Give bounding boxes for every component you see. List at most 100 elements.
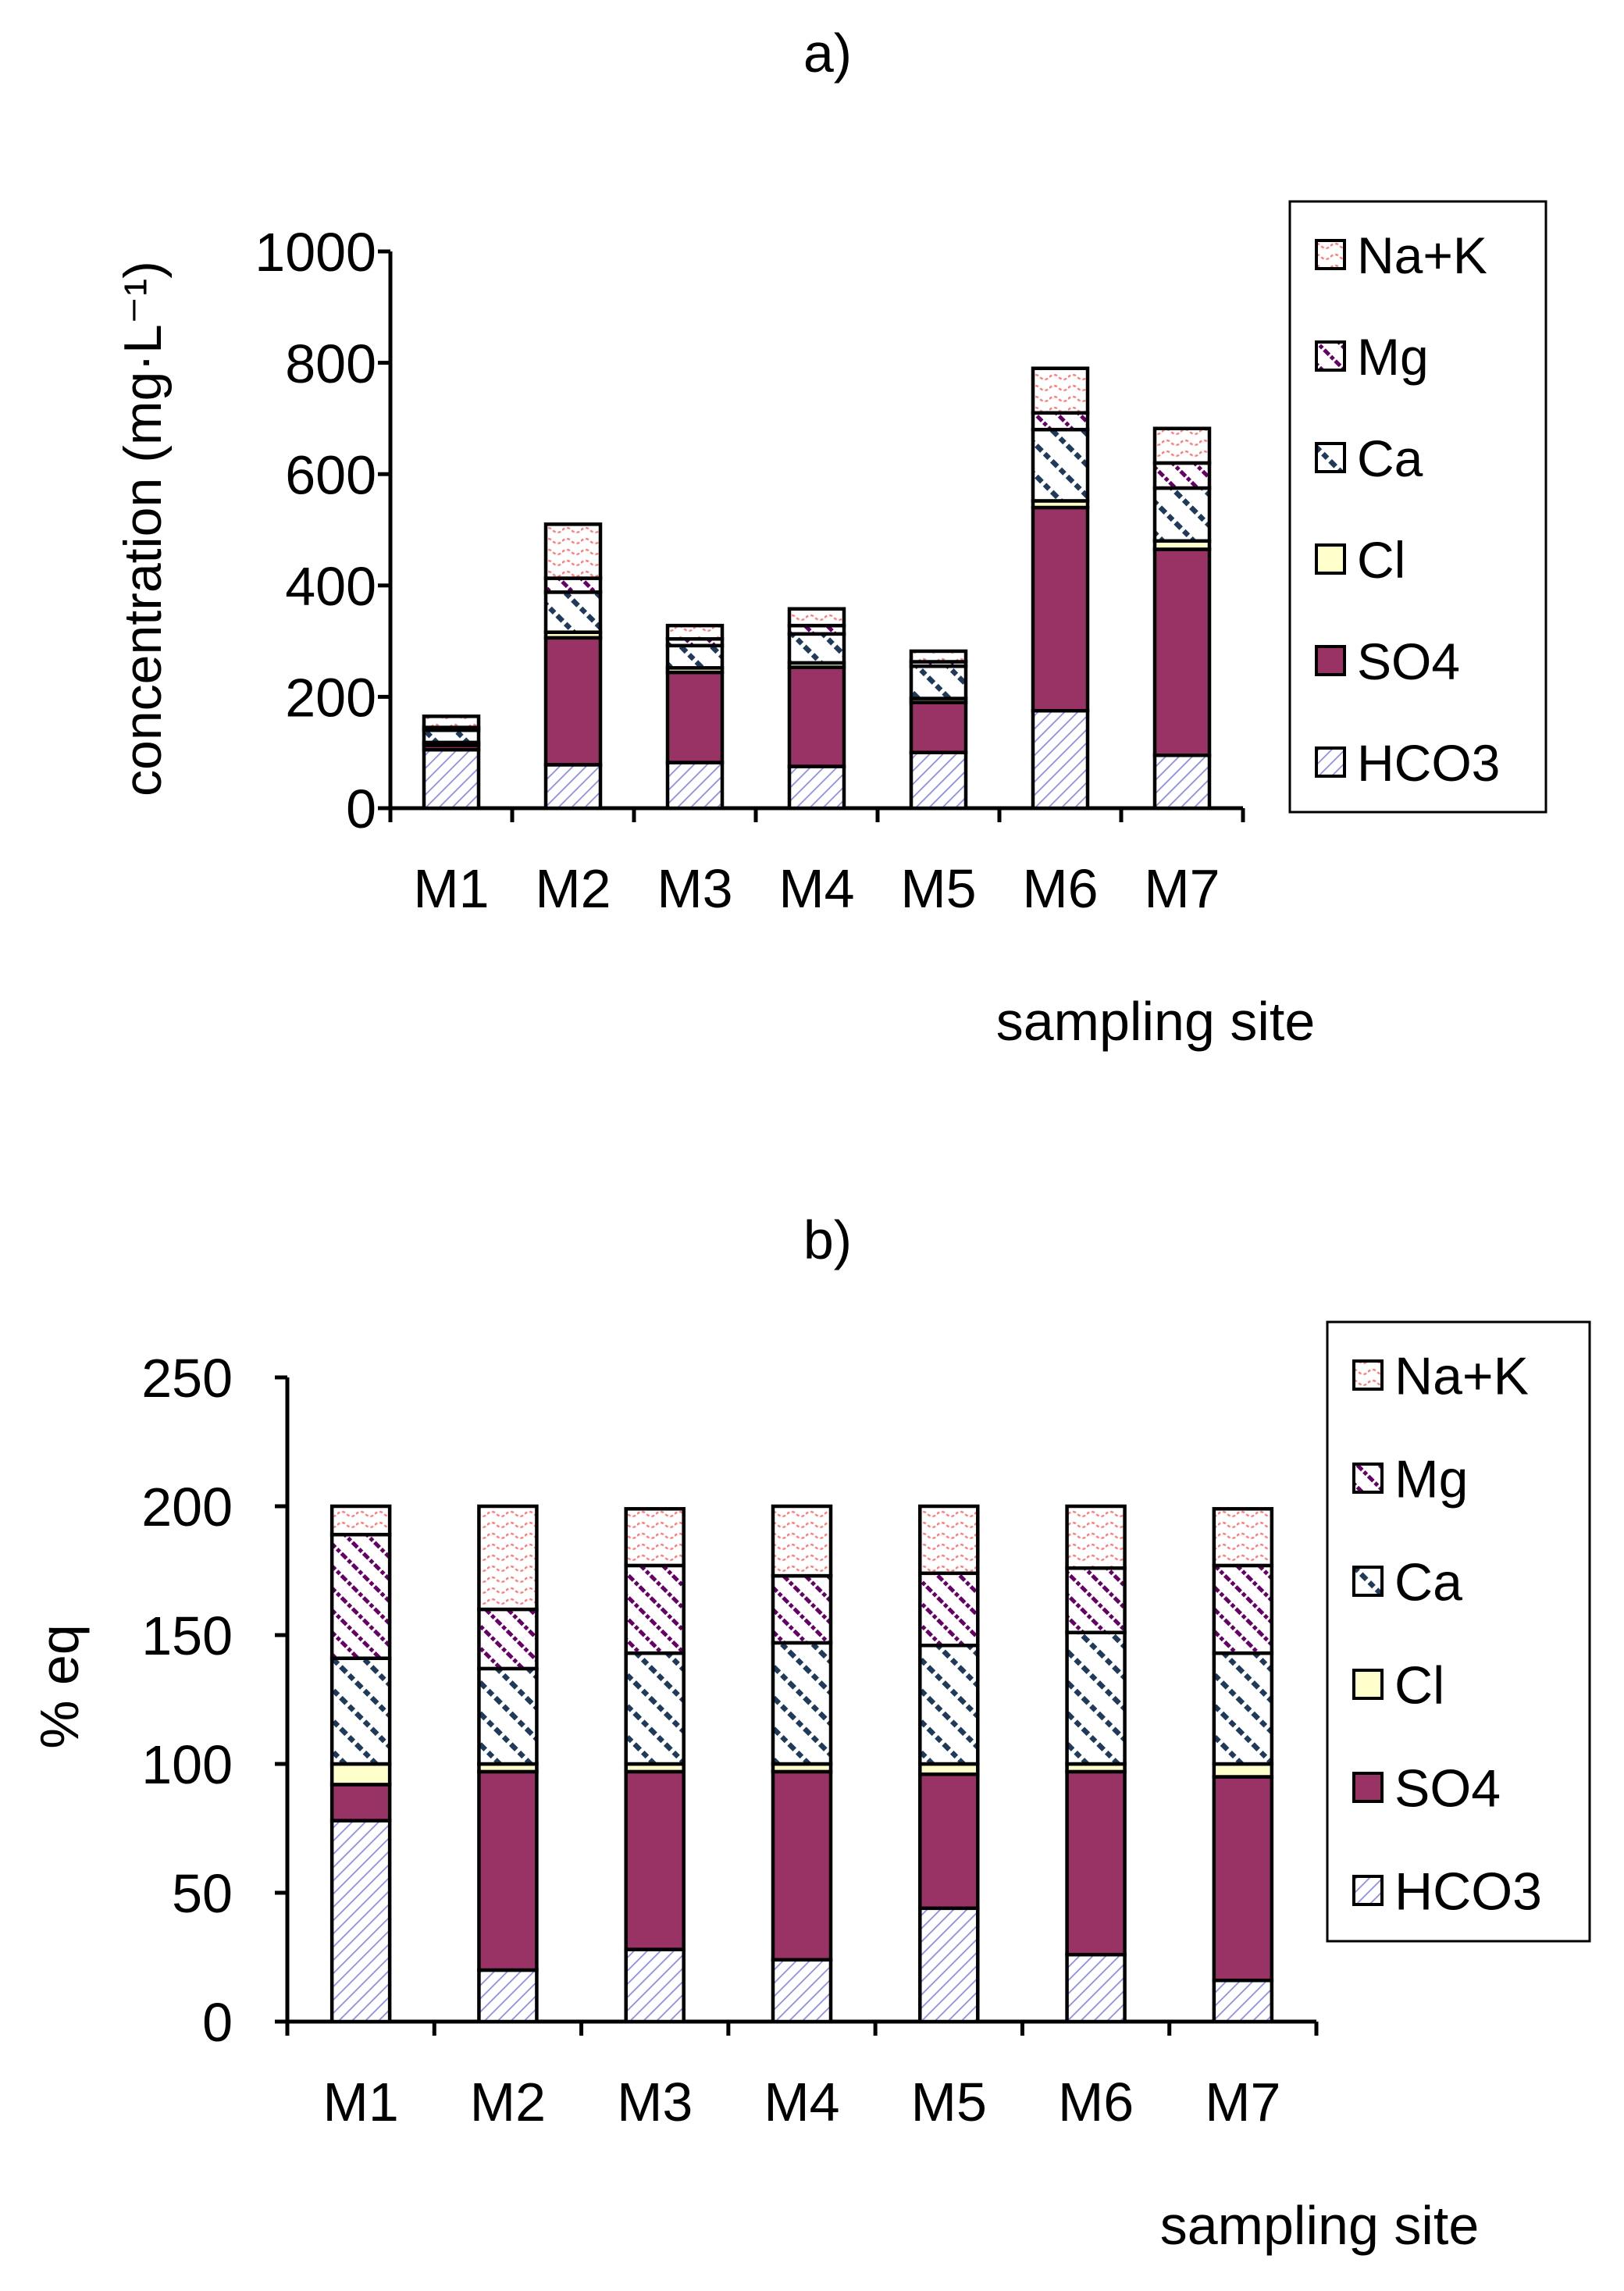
chart-b-legend-swatch-so4 bbox=[1352, 1772, 1384, 1803]
chart-a-bar-m6-nak bbox=[1031, 366, 1090, 415]
chart-b-bar-m1-ca bbox=[329, 1656, 392, 1766]
chart-b-bar-m6-ca bbox=[1065, 1630, 1127, 1766]
chart-a-legend-swatch-nak bbox=[1315, 239, 1346, 270]
chart-b-bar-m2-mg bbox=[477, 1607, 539, 1671]
chart-b-legend-label-hco3: HCO3 bbox=[1394, 1862, 1542, 1921]
chart-b-bar-m7-nak bbox=[1212, 1507, 1274, 1568]
chart-a-y-tick-label: 800 bbox=[285, 333, 376, 394]
chart-a-bar-m7-mg bbox=[1152, 461, 1212, 490]
chart-b-bar-m1-hco3 bbox=[329, 1819, 392, 2024]
chart-a-bar-m6-mg bbox=[1031, 411, 1090, 432]
chart-b-bar-m3-ca bbox=[624, 1651, 686, 1766]
chart-a-legend-label-mg: Mg bbox=[1357, 328, 1429, 386]
chart-a-legend-label-hco3: HCO3 bbox=[1357, 734, 1500, 792]
chart-a-bar-m4-hco3 bbox=[787, 764, 846, 811]
chart-b-y-tick-label: 100 bbox=[141, 1734, 233, 1795]
chart-a-legend-swatch-mg bbox=[1315, 340, 1346, 372]
chart-a-bar-m6-so4 bbox=[1031, 505, 1090, 713]
chart-a-bar-m4-ca bbox=[787, 632, 846, 665]
chart-b-x-tick-label: M6 bbox=[1058, 2072, 1134, 2132]
chart-a-bar-m4-nak bbox=[787, 607, 846, 628]
chart-b-bar-m5-mg bbox=[918, 1571, 980, 1648]
chart-b-x-tick-label: M3 bbox=[617, 2072, 693, 2132]
chart-a-bar-m5-hco3 bbox=[909, 750, 968, 811]
chart-b-legend-swatch-cl bbox=[1352, 1669, 1384, 1700]
chart-b-bar-m4-so4 bbox=[771, 1769, 833, 1962]
chart-b-x-tick-label: M4 bbox=[764, 2072, 839, 2132]
chart-a-legend-swatch-cl bbox=[1315, 543, 1346, 575]
chart-a-bar-m7-hco3 bbox=[1152, 754, 1212, 811]
chart-b-legend-label-cl: Cl bbox=[1394, 1655, 1444, 1715]
chart-a-bar-m6-ca bbox=[1031, 427, 1090, 503]
chart-b-bar-m2-hco3 bbox=[477, 1968, 539, 2024]
chart-a-y-tick-label: 0 bbox=[346, 779, 376, 839]
chart-b-bar-m5-so4 bbox=[918, 1772, 980, 1911]
chart-b-y-tick-label: 0 bbox=[202, 1992, 233, 2053]
chart-a-y-tick-label: 200 bbox=[285, 668, 376, 729]
chart-b-y-tick-label: 150 bbox=[141, 1605, 233, 1666]
chart-a: 0 200 400 600 800 1000 M1 M2 M3 M4 M5 M6 M7 Na+K Mg Ca C… bbox=[255, 200, 1547, 919]
chart-b-bar-m4-mg bbox=[771, 1573, 833, 1645]
chart-b-bar-m6-nak bbox=[1065, 1504, 1127, 1570]
chart-b-y-tick-label: 250 bbox=[141, 1348, 233, 1409]
chart-a-bar-m1-nak bbox=[422, 714, 481, 729]
chart-a-bar-m5-nak bbox=[909, 649, 968, 664]
chart-a-bar-m6-hco3 bbox=[1031, 708, 1090, 811]
chart-b-x-tick-label: M2 bbox=[470, 2072, 546, 2132]
chart-a-y-axis-label: concentration (mg·L⁻¹) bbox=[113, 261, 173, 796]
chart-b-bar-m3-hco3 bbox=[624, 1947, 686, 2024]
chart-b-legend-swatch-mg bbox=[1352, 1463, 1384, 1494]
chart-b-y-axis-label: % eq bbox=[29, 1624, 90, 1749]
chart-a-bar-m3-nak bbox=[665, 623, 725, 641]
chart-b-bar-m7-cl bbox=[1212, 1762, 1274, 1779]
chart-a-bar-m1-hco3 bbox=[422, 747, 481, 811]
chart-a-x-tick-label: M7 bbox=[1144, 858, 1220, 919]
chart-a-bar-m3-so4 bbox=[665, 670, 725, 764]
chart-b-bar-m3-so4 bbox=[624, 1769, 686, 1951]
chart-b-bar-m1-so4 bbox=[329, 1783, 392, 1822]
chart-a-bar-m2-nak bbox=[543, 522, 603, 580]
chart-a-bar-m7-nak bbox=[1152, 426, 1212, 465]
chart-a-x-tick-label: M1 bbox=[413, 858, 489, 919]
chart-b-legend-label-nak: Na+K bbox=[1394, 1346, 1529, 1406]
chart-a-legend-label-ca: Ca bbox=[1357, 429, 1423, 487]
chart-b-bar-m1-mg bbox=[329, 1533, 392, 1660]
chart-a-x-tick-label: M4 bbox=[778, 858, 854, 919]
chart-a-bar-m2-ca bbox=[543, 590, 603, 634]
chart-b-legend-label-mg: Mg bbox=[1394, 1449, 1468, 1509]
chart-b-bar-m6-mg bbox=[1065, 1566, 1127, 1634]
chart-b-bar-m5-ca bbox=[918, 1643, 980, 1766]
chart-a-bar-m2-mg bbox=[543, 576, 603, 594]
chart-b-x-tick-label: M7 bbox=[1205, 2072, 1280, 2132]
chart-b-bar-m6-so4 bbox=[1065, 1769, 1127, 1957]
chart-a-legend-swatch-ca bbox=[1315, 442, 1346, 473]
chart-b-x-tick-label: M5 bbox=[911, 2072, 987, 2132]
chart-a-bar-m7-so4 bbox=[1152, 547, 1212, 757]
chart-a-title: a) bbox=[803, 23, 852, 84]
chart-b-bar-m6-hco3 bbox=[1065, 1952, 1127, 2024]
chart-a-bar-m2-so4 bbox=[543, 636, 603, 767]
chart-a-legend-label-cl: Cl bbox=[1357, 531, 1405, 589]
chart-a-x-tick-label: M6 bbox=[1022, 858, 1098, 919]
chart-a-bar-m2-hco3 bbox=[543, 763, 603, 811]
chart-a-y-tick-label: 400 bbox=[285, 556, 376, 617]
chart-b-bar-m3-nak bbox=[624, 1507, 686, 1568]
chart-b-legend-swatch-nak bbox=[1352, 1359, 1384, 1391]
chart-a-legend-swatch-hco3 bbox=[1315, 746, 1346, 778]
chart-a-bar-m1-ca bbox=[422, 728, 481, 745]
chart-b-x-axis-label: sampling site bbox=[1160, 2195, 1480, 2256]
chart-b-x-tick-label: M1 bbox=[323, 2072, 399, 2132]
chart-b-bar-m2-nak bbox=[477, 1504, 539, 1612]
chart-b-legend-swatch-ca bbox=[1352, 1566, 1384, 1597]
chart-b-bar-m7-so4 bbox=[1212, 1775, 1274, 1983]
chart-b-bar-m7-ca bbox=[1212, 1651, 1274, 1766]
chart-a-legend-label-nak: Na+K bbox=[1357, 226, 1487, 284]
chart-b-bar-m4-ca bbox=[771, 1641, 833, 1766]
chart-a-legend-box bbox=[1288, 200, 1547, 814]
chart-a-bar-m7-ca bbox=[1152, 486, 1212, 543]
chart-b-bar-m4-hco3 bbox=[771, 1958, 833, 2024]
chart-b-bar-m3-mg bbox=[624, 1563, 686, 1655]
chart-b-bar-m4-nak bbox=[771, 1504, 833, 1578]
chart-b-title: b) bbox=[803, 1210, 852, 1270]
